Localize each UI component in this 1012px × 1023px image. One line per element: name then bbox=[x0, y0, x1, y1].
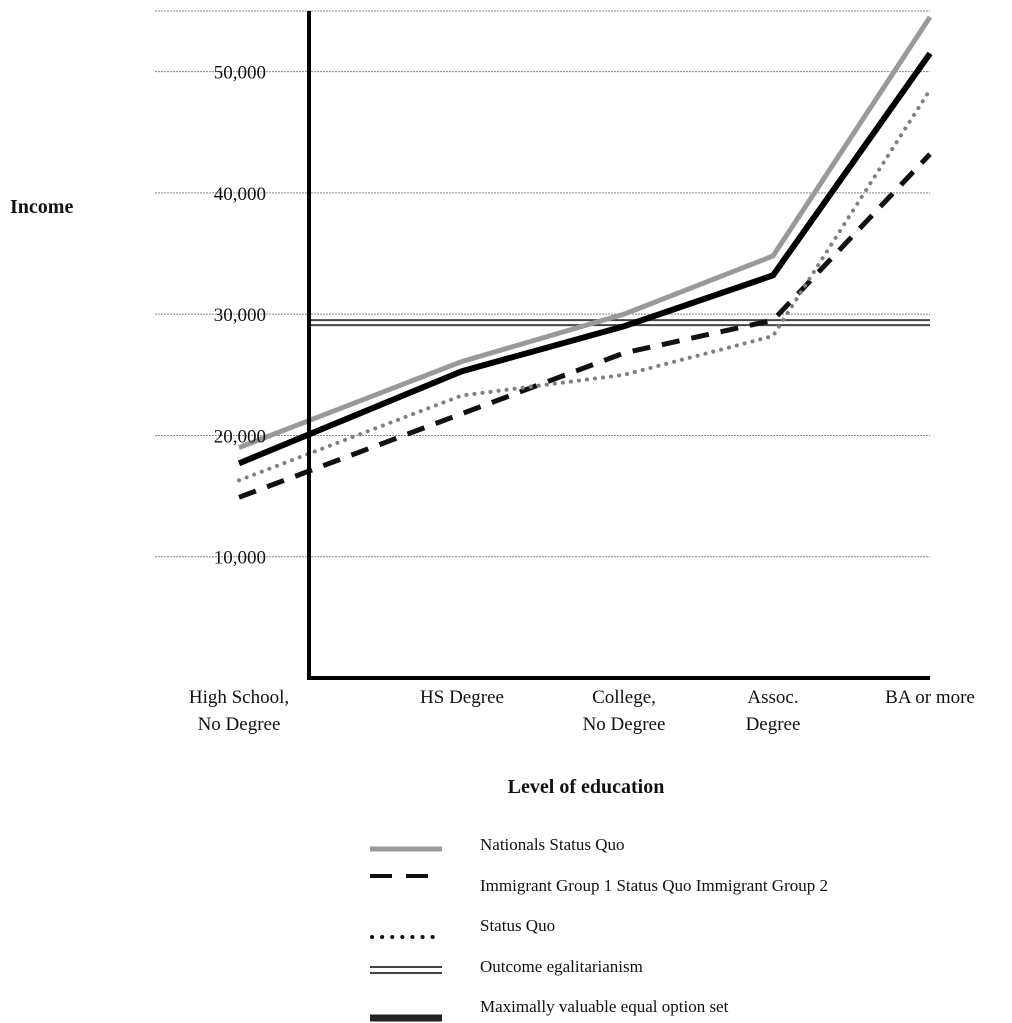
y-tick-labels: 10,000 20,000 30,000 40,000 50,000 bbox=[214, 63, 266, 569]
legend: Nationals Status Quo Immigrant Group 1 St… bbox=[370, 835, 828, 1022]
x-tick-label: Assoc. bbox=[747, 687, 798, 708]
series-lines bbox=[237, 15, 933, 500]
y-tick-label: 20,000 bbox=[214, 426, 266, 447]
reference-lines bbox=[309, 319, 930, 327]
axes bbox=[307, 11, 930, 680]
series-line bbox=[238, 15, 933, 450]
x-axis-title: Level of education bbox=[508, 776, 665, 798]
legend-label: Outcome egalitarianism bbox=[480, 957, 643, 976]
legend-label: Maximally valuable equal option set bbox=[480, 997, 729, 1016]
legend-label: Status Quo bbox=[480, 916, 555, 935]
y-axis-title: Income bbox=[10, 196, 73, 218]
x-tick-labels: High School, No Degree HS Degree College, No… bbox=[189, 687, 975, 735]
series-line bbox=[237, 51, 933, 467]
y-tick-label: 30,000 bbox=[214, 305, 266, 326]
y-tick-label: 40,000 bbox=[214, 184, 266, 205]
legend-label: Immigrant Group 1 Status Quo Immigrant G… bbox=[480, 876, 828, 895]
x-tick-label: No Degree bbox=[198, 714, 281, 735]
x-tick-label: No Degree bbox=[583, 714, 666, 735]
x-tick-label: HS Degree bbox=[420, 687, 504, 708]
x-tick-label: BA or more bbox=[885, 687, 975, 708]
series-line bbox=[238, 152, 932, 500]
x-tick-label: Degree bbox=[746, 714, 801, 735]
x-tick-label: College, bbox=[592, 687, 656, 708]
legend-label: Nationals Status Quo bbox=[480, 835, 625, 854]
x-tick-label: High School, bbox=[189, 687, 289, 708]
y-tick-label: 10,000 bbox=[214, 548, 266, 569]
y-tick-label: 50,000 bbox=[214, 63, 266, 84]
gridlines bbox=[155, 10, 930, 558]
